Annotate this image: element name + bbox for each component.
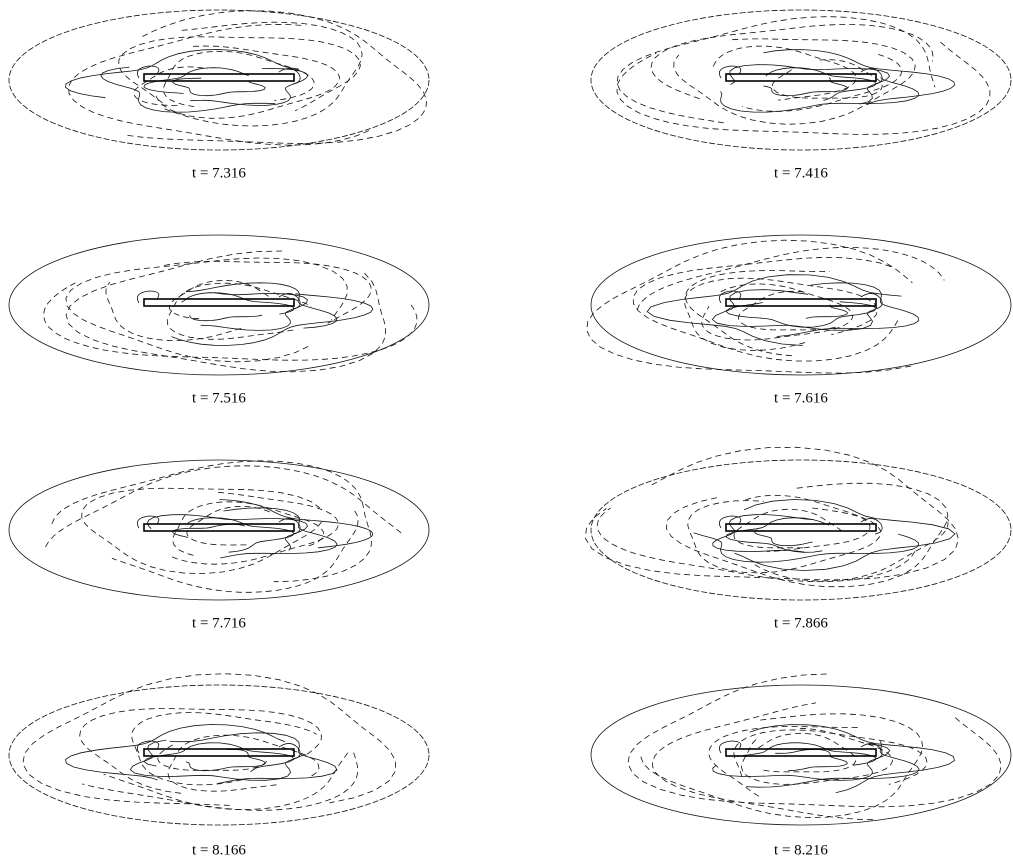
contour-panel [591, 10, 1011, 150]
solid-contour [763, 77, 847, 95]
dashed-contour [23, 674, 396, 806]
solid-contour [130, 740, 302, 780]
solid-contour [186, 749, 265, 770]
contour-panel [587, 235, 1011, 375]
solid-contour [220, 508, 337, 558]
dashed-contour [628, 674, 1001, 807]
dashed-contour [666, 483, 948, 586]
solid-contour [144, 743, 294, 772]
domain-boundary [591, 235, 1011, 375]
dashed-contour [617, 42, 990, 134]
dashed-contour [124, 11, 426, 144]
panel-label: t = 7.866 [774, 615, 828, 631]
solid-contour [172, 294, 373, 346]
page: t = 7.316 t = 7.416 t = 7.516 t = 7.616 t = … [0, 0, 1013, 865]
domain-boundary [591, 10, 1011, 150]
dashed-contour [155, 46, 340, 118]
solid-contour [750, 725, 955, 793]
dashed-contour [168, 735, 319, 791]
dashed-contour [585, 447, 958, 580]
contour-panel [9, 674, 429, 825]
panel-label: t = 7.516 [192, 390, 246, 406]
contour-panel [585, 447, 1011, 600]
solid-contour [190, 315, 262, 321]
panel-label: t = 8.216 [774, 842, 828, 858]
domain-boundary [9, 460, 429, 600]
dashed-contour [187, 506, 273, 545]
dashed-contour [641, 714, 923, 818]
dashed-contour [46, 466, 402, 547]
contour-panel [9, 460, 429, 600]
contour-panel [591, 674, 1011, 825]
domain-boundary [9, 235, 429, 375]
panel-label: t = 7.716 [192, 615, 246, 631]
solid-contour [713, 515, 814, 552]
solid-contour [777, 283, 919, 337]
dashed-contour [633, 257, 898, 361]
dashed-contour [164, 261, 371, 323]
contour-panel [9, 10, 429, 150]
panel-label: t = 8.166 [192, 842, 246, 858]
dashed-contour [685, 278, 878, 350]
solid-contour [147, 515, 307, 551]
dashed-contour [739, 291, 836, 330]
domain-boundary [591, 460, 1011, 600]
dashed-contour [80, 709, 322, 794]
dashed-contour [685, 271, 829, 356]
dashed-contour [688, 501, 881, 573]
figure: t = 7.316 t = 7.416 t = 7.516 t = 7.616 t = … [0, 0, 1013, 865]
dashed-contour [637, 247, 944, 310]
solid-contour [730, 65, 890, 105]
dashed-contour [106, 282, 241, 340]
panel-label: t = 7.616 [774, 390, 828, 406]
panel-label: t = 7.416 [774, 165, 828, 181]
panel-label: t = 7.316 [192, 165, 246, 181]
contour-panel [9, 235, 429, 375]
dashed-contour [66, 258, 347, 362]
dashed-contour [163, 51, 314, 106]
dashed-contour [653, 703, 873, 820]
solid-contour [181, 293, 294, 314]
solid-contour [712, 290, 875, 331]
solid-contour [726, 518, 829, 553]
domain-boundary [9, 685, 429, 825]
solid-contour [775, 749, 847, 770]
solid-contour [188, 518, 295, 553]
